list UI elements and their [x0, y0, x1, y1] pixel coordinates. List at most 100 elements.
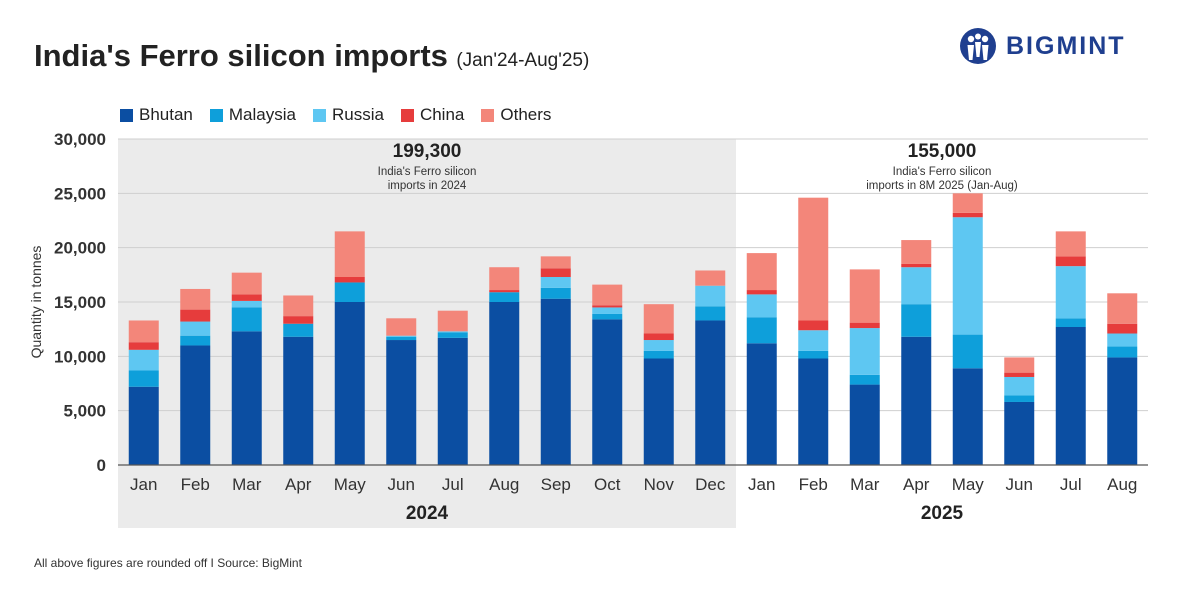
chart-title: India's Ferro silicon imports: [34, 38, 448, 73]
bar-segment-china: [1004, 372, 1035, 377]
legend-swatch: [120, 108, 133, 122]
x-tick-label: Mar: [850, 475, 880, 494]
bar-segment-russia: [901, 267, 932, 305]
x-tick-label: Jan: [130, 475, 157, 494]
x-tick-label: Jun: [1006, 475, 1033, 494]
bar-segment-others: [643, 304, 674, 334]
bar-segment-bhutan: [386, 340, 417, 465]
bar-segment-bhutan: [334, 302, 365, 465]
bar-segment-malaysia: [849, 374, 880, 385]
bigmint-logo-icon: [960, 28, 996, 64]
legend-swatch: [209, 108, 223, 122]
y-tick-label: 5,000: [63, 402, 106, 421]
bar-segment-others: [1107, 293, 1138, 324]
x-tick-label: May: [334, 475, 367, 494]
bar-segment-bhutan: [901, 336, 932, 465]
bar-segment-bhutan: [1055, 326, 1086, 465]
legend-label: Others: [500, 105, 552, 124]
x-tick-label: Aug: [489, 475, 519, 494]
bar-segment-others: [798, 197, 829, 321]
y-axis-label: Quantity in tonnes: [28, 246, 44, 359]
bar-segment-russia: [643, 340, 674, 351]
group-label-2025: 2025: [921, 503, 964, 524]
y-tick-label: 20,000: [54, 239, 106, 258]
bar-segment-china: [1107, 323, 1138, 334]
bar-segment-others: [901, 240, 932, 264]
bar-segment-bhutan: [798, 358, 829, 465]
legend-label: Bhutan: [139, 105, 193, 124]
bar-segment-bhutan: [1107, 357, 1138, 465]
x-tick-label: May: [952, 475, 985, 494]
bar-segment-russia: [180, 321, 211, 336]
bar-segment-malaysia: [386, 336, 417, 341]
bar-segment-others: [746, 253, 777, 291]
bar-segment-russia: [386, 335, 417, 337]
y-tick-label: 0: [97, 456, 106, 475]
bar-segment-china: [180, 309, 211, 322]
bar-segment-bhutan: [489, 302, 520, 465]
bar-segment-others: [489, 267, 520, 291]
bar-segment-russia: [128, 349, 159, 371]
annotation-total-2025: 155,000: [908, 141, 977, 162]
bar-segment-bhutan: [540, 298, 571, 465]
x-tick-label: Feb: [799, 475, 828, 494]
y-tick-label: 30,000: [54, 130, 106, 149]
bar-segment-malaysia: [231, 307, 262, 332]
x-tick-label: Apr: [285, 475, 312, 494]
bar-segment-china: [231, 294, 262, 301]
legend-item-malaysia: Malaysia: [209, 105, 296, 125]
bar-segment-malaysia: [540, 287, 571, 299]
bar-segment-others: [1055, 231, 1086, 257]
chart-legend: Bhutan Malaysia Russia China Others: [120, 105, 568, 125]
chart-title-block: India's Ferro silicon imports (Jan'24-Au…: [34, 38, 589, 74]
bar-segment-malaysia: [437, 332, 468, 338]
annotation-total-2024: 199,300: [393, 141, 462, 162]
bar-segment-bhutan: [695, 320, 726, 465]
bar-segment-others: [283, 295, 314, 317]
bar-segment-russia: [1004, 376, 1035, 396]
bar-segment-malaysia: [643, 350, 674, 359]
bar-segment-malaysia: [128, 370, 159, 387]
bar-segment-malaysia: [1055, 318, 1086, 327]
bar-segment-russia: [952, 217, 983, 335]
bar-segment-malaysia: [901, 304, 932, 337]
bar-segment-malaysia: [180, 335, 211, 346]
bar-segment-others: [180, 288, 211, 310]
annotation-note-2024: imports in 2024: [388, 180, 467, 192]
bar-segment-russia: [231, 300, 262, 308]
bar-segment-others: [1004, 357, 1035, 373]
bar-segment-bhutan: [1004, 401, 1035, 465]
group-label-2024: 2024: [406, 503, 449, 524]
group-background-2024: [118, 139, 736, 528]
chart-subtitle: (Jan'24-Aug'25): [456, 50, 590, 71]
legend-label: Russia: [331, 105, 384, 124]
bar-segment-china: [592, 305, 623, 308]
bar-segment-bhutan: [283, 336, 314, 465]
bar-segment-china: [746, 290, 777, 295]
bar-segment-bhutan: [952, 368, 983, 465]
y-tick-label: 15,000: [54, 293, 106, 312]
bar-segment-russia: [437, 331, 468, 333]
bar-segment-bhutan: [746, 343, 777, 465]
bar-segment-china: [1055, 256, 1086, 267]
bar-segment-malaysia: [592, 313, 623, 320]
legend-label: Malaysia: [228, 105, 296, 124]
legend-item-china: China: [400, 105, 464, 125]
bar-segment-others: [695, 270, 726, 286]
legend-swatch: [400, 108, 414, 122]
y-tick-label: 25,000: [54, 184, 106, 203]
bar-segment-others: [128, 320, 159, 343]
bar-segment-china: [540, 268, 571, 278]
bar-segment-others: [437, 310, 468, 332]
bar-segment-others: [540, 256, 571, 269]
x-tick-label: Jan: [748, 475, 775, 494]
x-tick-label: Feb: [181, 475, 210, 494]
bar-segment-bhutan: [643, 358, 674, 465]
legend-swatch: [312, 108, 326, 122]
bar-segment-malaysia: [695, 306, 726, 321]
brand-logo: BIGMINT: [958, 26, 1126, 66]
x-tick-label: Dec: [695, 475, 726, 494]
x-tick-label: Jun: [388, 475, 415, 494]
bar-segment-others: [334, 231, 365, 278]
